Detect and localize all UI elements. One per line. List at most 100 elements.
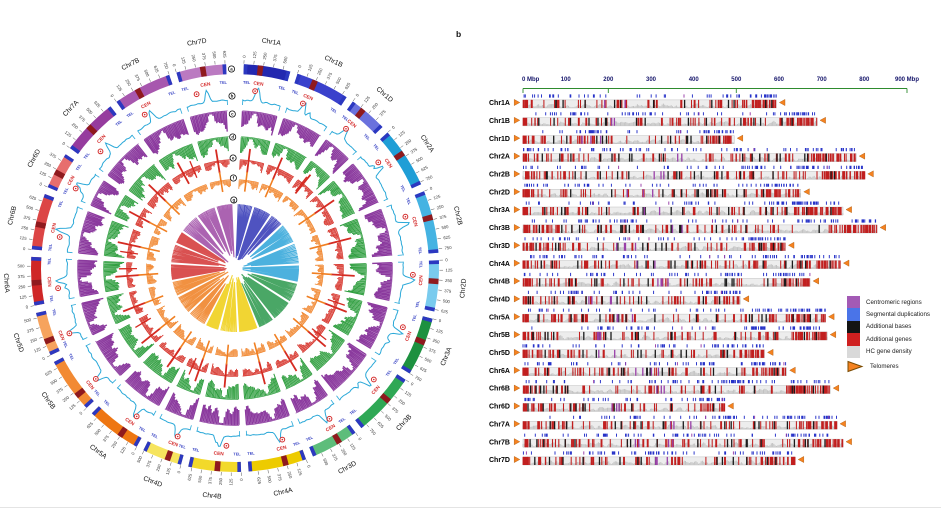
mbp-tick-label: 500 — [415, 155, 424, 163]
tel-label: TEL — [293, 441, 302, 447]
segmental-duplication-ticks — [524, 362, 787, 366]
telomere-start-icon — [514, 420, 521, 428]
tel-label: TEL — [233, 452, 241, 456]
chromosome-name-label: Chr1B — [323, 54, 344, 69]
track-b-line — [196, 430, 241, 447]
chromosome-Chr4B: 0 125 250 375 500 625 Chr4B CEN TEL TEL — [186, 442, 244, 501]
svg-text:f: f — [233, 176, 235, 181]
ideogram-row-Chr6A: Chr6A — [489, 362, 796, 376]
additional-bases-ticks — [555, 99, 773, 108]
cen-block — [43, 335, 56, 345]
orange-cen-spike — [202, 340, 211, 360]
chromosome-name-label: Chr2B — [452, 206, 463, 227]
cen-label: CEN — [213, 451, 224, 458]
telomere-end-icon — [832, 384, 839, 392]
red-cen-spike — [128, 210, 151, 224]
track-c-purple-hist — [78, 211, 105, 256]
svg-text:g: g — [232, 198, 235, 203]
tel-block — [380, 132, 390, 142]
ideogram-arc — [309, 424, 356, 457]
ideogram-row-Chr7A: Chr7A — [489, 415, 846, 430]
axis-tick-label: 600 — [774, 77, 785, 83]
additional-genes-ticks-wide — [556, 224, 868, 233]
mbp-tick-label: 500 — [212, 51, 218, 59]
segmental-duplication-ticks — [542, 130, 734, 134]
track-c-purple-hist — [241, 111, 278, 136]
chromosome-name-label: Chr4A — [273, 487, 294, 498]
row-label: Chr1B — [489, 118, 510, 125]
mbp-tick-label: 250 — [61, 394, 70, 403]
cen-block — [214, 461, 221, 472]
track-d-green-hist — [243, 373, 281, 399]
additional-genes-ticks-wide — [525, 349, 760, 358]
mbp-tick-label: 0 — [391, 124, 397, 130]
link-fan-Chr1D — [241, 215, 282, 260]
mbp-tick-label: 0 — [306, 464, 312, 469]
cen-block — [53, 169, 66, 179]
centromeric-ticks-upper — [698, 112, 751, 116]
mbp-tick-label: 750 — [444, 245, 452, 251]
cen-label: CEN — [302, 93, 314, 103]
telomere-end-icon — [727, 402, 734, 410]
cen-block — [35, 221, 47, 229]
ideogram-arc — [36, 310, 60, 356]
centromeric-ticks — [626, 189, 654, 198]
chromosome-name-label: Chr1D — [375, 86, 395, 104]
centromeric-ticks — [669, 421, 692, 430]
mbp-tick-label: 250 — [21, 225, 29, 231]
segmental-duplication-ticks — [523, 94, 777, 98]
centromeric-ticks-upper — [705, 415, 830, 419]
tel-label: TEL — [93, 389, 101, 398]
mbp-tick-label: 0 — [429, 185, 434, 191]
mbp-tick-label: 250 — [44, 161, 53, 169]
link-fan-Chr4B — [220, 278, 237, 333]
orange-cen-spike — [273, 333, 286, 352]
track-f-orange-hist — [183, 184, 209, 202]
telomere-end-icon — [845, 206, 852, 214]
telomere-start-icon — [514, 152, 521, 160]
mbp-tick-label: 250 — [432, 338, 441, 345]
telomere-end-icon — [819, 116, 826, 124]
tel-label: TEL — [329, 107, 338, 115]
mbp-tick-label: 250 — [71, 122, 80, 131]
orange-cen-spike — [311, 272, 332, 276]
orange-cen-spike — [309, 243, 330, 250]
track-d-green-hist — [281, 357, 313, 389]
telomere-end-icon — [845, 438, 852, 446]
mbp-tick-label: 0 — [41, 355, 46, 361]
mbp-tick-label: 750 — [369, 427, 378, 436]
additional-bases-ticks — [545, 171, 836, 180]
track-b-line — [286, 102, 328, 128]
mbp-tick-label: 125 — [433, 193, 442, 200]
orange-cen-spike — [140, 246, 160, 253]
ideogram-arc — [380, 132, 422, 189]
tel-block — [414, 191, 426, 199]
cen-label: CEN — [410, 216, 418, 228]
additional-bases-ticks — [549, 421, 815, 430]
ideogram-arc — [188, 456, 242, 472]
link-fan-Chr2B — [243, 243, 299, 267]
legend-label: Additional bases — [866, 323, 912, 331]
telomere-end-icon — [842, 259, 850, 267]
track-e-red-hist — [309, 196, 334, 226]
link-fan-Chr6A — [170, 264, 227, 280]
mbp-tick-label: 125 — [363, 95, 372, 104]
mbp-tick-label: 375 — [23, 214, 32, 221]
tel-label: TEL — [243, 81, 251, 85]
tel-block — [91, 406, 102, 416]
mbp-tick-label: 375 — [201, 52, 207, 60]
mbp-tick-label: 375 — [378, 108, 387, 117]
tel-label: TEL — [278, 86, 287, 92]
telomere-start-icon — [514, 206, 521, 214]
row-label: Chr4A — [489, 261, 510, 268]
link-fan-Chr5A — [190, 275, 229, 325]
mbp-tick-label: 500 — [197, 475, 203, 483]
mbp-tick-label: 500 — [93, 427, 102, 436]
telomere-start-icon — [514, 348, 521, 356]
